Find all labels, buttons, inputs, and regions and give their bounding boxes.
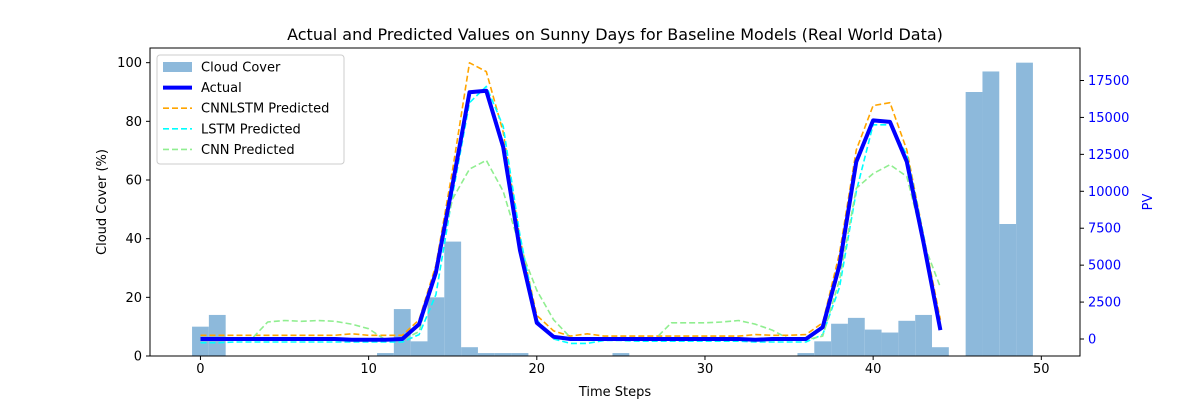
cloud-cover-bar xyxy=(511,353,529,356)
y-right-tick-label: 0 xyxy=(1088,333,1096,348)
legend-label: Cloud Cover xyxy=(201,61,281,76)
series-line xyxy=(200,88,943,342)
cloud-cover-bar xyxy=(932,347,949,356)
legend-box xyxy=(156,54,345,165)
cloud-cover-bar xyxy=(393,309,411,356)
y-axis-left: 0 20 40 60 80 100 xyxy=(117,56,150,365)
x-axis-label: Time Steps xyxy=(578,385,652,400)
cloud-cover-bar xyxy=(444,241,462,356)
cloud-cover-bar xyxy=(831,323,848,356)
legend-label: CNNLSTM Predicted xyxy=(201,102,329,117)
y-left-tick-label: 60 xyxy=(125,174,142,189)
cloud-cover-bar xyxy=(864,329,882,356)
cloud-cover-bar xyxy=(410,341,428,356)
legend-swatch xyxy=(163,62,192,72)
cloud-cover-bar xyxy=(208,314,226,356)
y-right-tick-label: 10000 xyxy=(1088,185,1129,200)
cloud-cover-bar xyxy=(814,341,832,356)
cloud-cover-bar xyxy=(847,317,865,356)
cloud-cover-bar xyxy=(915,314,933,356)
cloud-cover-bar xyxy=(477,353,495,356)
plot-frame xyxy=(149,47,1081,357)
y-right-tick-label: 5000 xyxy=(1088,259,1121,274)
x-tick-label: 0 xyxy=(196,362,204,377)
cloud-cover-bar xyxy=(192,326,209,356)
y-right-tick-label: 15000 xyxy=(1088,111,1129,126)
legend-label: LSTM Predicted xyxy=(201,122,301,137)
x-axis: 0 10 20 30 40 50 xyxy=(196,356,1050,377)
cloud-cover-bar xyxy=(1016,62,1033,357)
x-tick-label: 50 xyxy=(1033,362,1050,377)
y-right-tick-label: 17500 xyxy=(1088,74,1129,89)
x-tick-label: 20 xyxy=(529,362,546,377)
cloud-cover-bar xyxy=(965,92,983,356)
legend-label: CNN Predicted xyxy=(201,143,295,158)
chart-title: Actual and Predicted Values on Sunny Day… xyxy=(287,25,943,44)
y-left-tick-label: 100 xyxy=(117,56,142,71)
y-left-tick-label: 40 xyxy=(125,232,142,247)
x-tick-label: 10 xyxy=(360,362,377,377)
y-right-tick-label: 7500 xyxy=(1088,222,1121,237)
y-axis-right: 0 2500 5000 7500 10000 12500 15000 17500 xyxy=(1080,74,1129,348)
cloud-cover-bar xyxy=(898,320,916,356)
y-left-tick-label: 0 xyxy=(134,350,142,365)
series-lines xyxy=(200,61,943,345)
series-line xyxy=(200,159,942,342)
y-axis-right-label: PV xyxy=(1141,194,1156,211)
legend: Cloud Cover Actual CNNLSTM Predicted LSTM P… xyxy=(156,54,345,165)
cloud-cover-bar xyxy=(461,347,478,356)
cloud-cover-bar xyxy=(427,297,445,356)
cloud-cover-bar xyxy=(999,224,1017,356)
cloud-cover-bar xyxy=(881,332,899,356)
y-left-tick-label: 80 xyxy=(125,115,142,130)
cloud-cover-bar xyxy=(797,353,815,356)
x-tick-label: 40 xyxy=(865,362,882,377)
y-axis-left-label: Cloud Cover (%) xyxy=(95,149,110,255)
y-left-tick-label: 20 xyxy=(125,291,142,306)
y-right-tick-label: 12500 xyxy=(1088,148,1129,163)
y-right-tick-label: 2500 xyxy=(1088,296,1121,311)
cloud-cover-bar xyxy=(982,71,1000,356)
legend-label: Actual xyxy=(201,81,242,96)
cloud-cover-bar xyxy=(612,353,630,356)
cloud-cover-bars xyxy=(192,62,1033,357)
cloud-cover-bar xyxy=(494,353,512,356)
x-tick-label: 30 xyxy=(697,362,714,377)
series-line xyxy=(200,61,942,337)
cloud-cover-bar xyxy=(377,353,394,356)
